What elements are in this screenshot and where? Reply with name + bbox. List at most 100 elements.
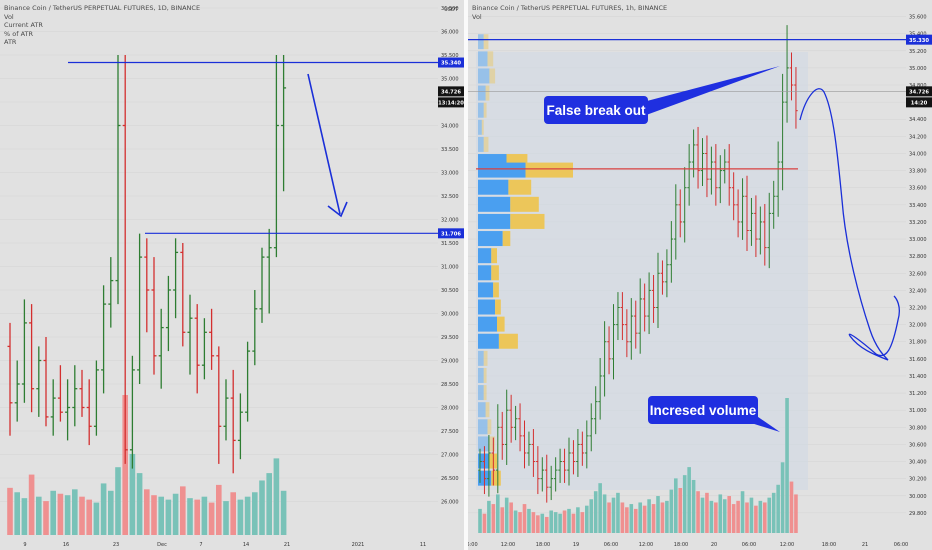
price-tick-label: 30.000 — [441, 312, 459, 318]
last-price-tag-bg — [906, 86, 932, 97]
volume-bar — [36, 496, 42, 535]
time-tick-label: 06:00 — [894, 542, 908, 548]
price-tick-label: 29.000 — [441, 359, 459, 365]
volume-bar — [518, 512, 522, 533]
volume-bar — [115, 467, 121, 535]
volume-bar — [789, 481, 794, 533]
callout-box — [648, 396, 758, 424]
volume-bar — [749, 497, 754, 533]
volume-bar — [660, 502, 665, 533]
volume-bar — [651, 504, 656, 533]
volume-bar — [736, 500, 740, 533]
price-tick-label: 34.000 — [909, 151, 927, 157]
price-tick-label: 29.800 — [909, 511, 927, 517]
volume-bar — [758, 500, 763, 533]
callout-false-breakout: False break out — [546, 103, 646, 118]
hourly-chart-canvas[interactable]: False break out Incresed volume 29.800 30… — [468, 0, 932, 550]
currency-label: USDT — [444, 7, 459, 13]
volume-bar — [562, 510, 567, 533]
vp-up-bar — [478, 299, 496, 315]
volume-bar — [108, 490, 114, 535]
price-tick-label: 30.600 — [909, 442, 927, 448]
vp-down-bar — [491, 265, 499, 281]
chart-panel-daily[interactable]: 26.000 26.500 27.000 27.500 28.000 28.500 29.0… — [0, 0, 464, 550]
volume-bar — [57, 493, 64, 535]
volume-bar — [625, 507, 629, 533]
volume-bar — [709, 500, 714, 533]
vp-up-bar — [478, 316, 497, 332]
time-tick-label: 9 — [23, 542, 26, 548]
price-tick-label: 32.400 — [909, 288, 927, 294]
panel-divider[interactable] — [464, 0, 468, 550]
price-tick-label: 32.200 — [909, 306, 927, 312]
volume-bar — [616, 492, 620, 533]
time-tick-label: 23 — [113, 542, 119, 548]
vp-up-bar — [478, 350, 484, 366]
vp-down-bar — [493, 282, 499, 298]
time-axis: 6:00 12:00 18:00 19 06:00 12:00 18:00 20 06:00 12… — [468, 542, 908, 548]
volume-bar — [237, 499, 244, 535]
vp-down-bar — [497, 316, 505, 332]
price-tick-label: 33.600 — [909, 186, 927, 192]
volume-bar — [780, 462, 785, 533]
daily-chart-canvas[interactable]: 26.000 26.500 27.000 27.500 28.000 28.500 29.0… — [0, 0, 464, 550]
vp-up-bar — [478, 248, 492, 264]
volume-bar — [201, 496, 208, 535]
callout-box — [544, 96, 648, 124]
chart-panel-hourly[interactable]: False break out Incresed volume 29.800 30… — [468, 0, 932, 550]
indicator-atr: ATR — [4, 38, 17, 46]
chart-title: Binance Coin / TetherUS PERPETUAL FUTURE… — [4, 4, 201, 12]
increased-volume-callout: Incresed volume — [648, 396, 780, 432]
volume-bar — [151, 495, 157, 535]
time-tick-label: 12:00 — [639, 542, 653, 548]
volume-bar — [491, 504, 496, 533]
price-tick-label: 33.200 — [909, 220, 927, 226]
level-tag-support-bg — [438, 228, 464, 239]
volume-bar — [478, 508, 482, 533]
vp-down-bar — [483, 102, 487, 118]
volume-bar — [21, 498, 28, 535]
price-tags: 35.330 34.726 14:20 — [906, 34, 932, 108]
price-tick-label: 35.200 — [909, 49, 927, 55]
price-tick-label: 30.400 — [909, 460, 927, 466]
volume-bar — [714, 502, 718, 533]
price-tick-label: 30.000 — [909, 494, 927, 500]
volume-bar — [687, 467, 691, 533]
volume-bar — [259, 480, 265, 535]
volume-bar — [580, 512, 585, 533]
volume-bar — [656, 496, 660, 533]
vp-up-bar — [478, 196, 511, 212]
volume-bar — [93, 502, 100, 535]
volume-bar — [527, 508, 531, 533]
volume-bar — [144, 489, 150, 535]
indicator-percent-atr: % of ATR — [4, 29, 34, 38]
volume-bar — [629, 504, 634, 533]
price-tags: 35.340 31.706 34.726 13:14:20 — [438, 57, 464, 239]
volume-bar — [273, 458, 280, 535]
volume-bar — [771, 492, 776, 533]
volume-bar — [522, 504, 527, 533]
volume-bar — [122, 395, 128, 535]
time-tick-label: 6:00 — [468, 542, 478, 548]
time-tick-label: 18:00 — [536, 542, 550, 548]
volume-bar — [266, 473, 272, 535]
candles — [7, 55, 287, 474]
vp-up-bar — [478, 436, 490, 452]
arrow-shaft — [307, 73, 341, 215]
vp-down-bar — [483, 367, 487, 383]
vp-down-bar — [489, 436, 496, 452]
price-tick-label: 36.000 — [441, 30, 459, 36]
volume-bar — [244, 496, 251, 535]
price-tick-label: 31.600 — [909, 357, 927, 363]
volume-bar — [544, 516, 549, 533]
vp-up-bar — [478, 51, 488, 67]
price-tick-label: 31.800 — [909, 340, 927, 346]
vp-up-bar — [478, 102, 484, 118]
volume-bar — [64, 495, 71, 535]
price-tick-label: 32.800 — [909, 254, 927, 260]
price-tick-label: 34.800 — [909, 83, 927, 89]
vp-up-bar — [478, 385, 484, 401]
volume-bar — [194, 499, 200, 535]
vp-up-bar — [478, 231, 503, 247]
time-tick-label: 20 — [711, 542, 717, 548]
